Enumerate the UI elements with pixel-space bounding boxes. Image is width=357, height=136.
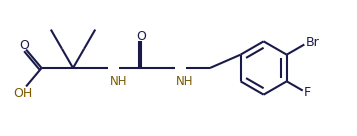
Text: NH: NH [110, 75, 127, 88]
Text: O: O [137, 30, 146, 43]
Text: OH: OH [13, 87, 32, 100]
Text: Br: Br [306, 36, 320, 49]
Text: F: F [304, 86, 311, 99]
Text: O: O [20, 39, 30, 52]
Text: NH: NH [176, 75, 194, 88]
